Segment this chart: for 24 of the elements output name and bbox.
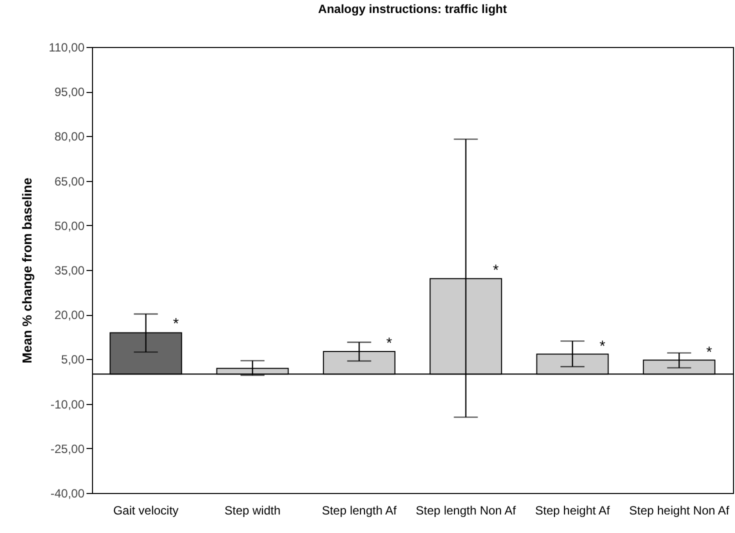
y-tick-label: -40,00: [50, 486, 85, 500]
chart-title: Analogy instructions: traffic light: [318, 2, 507, 16]
y-tick-label: 5,00: [61, 352, 85, 367]
y-tick-label: 80,00: [54, 130, 85, 144]
y-tick-label: -10,00: [50, 397, 85, 412]
x-tick-label: Step length Non Af: [416, 504, 517, 518]
annotation: *: [600, 338, 606, 355]
y-tick-label: 65,00: [54, 174, 85, 188]
x-tick-label: Step height Af: [535, 504, 611, 518]
y-tick-label: 95,00: [54, 85, 85, 100]
annotation: *: [492, 262, 499, 279]
x-tick-label: Step height Non Af: [629, 504, 730, 518]
annotation: *: [386, 334, 392, 352]
y-tick-label: -25,00: [50, 442, 85, 456]
y-tick-label: 50,00: [54, 218, 85, 233]
x-tick-label: Gait velocity: [113, 504, 179, 518]
annotation: *: [706, 344, 712, 361]
annotation: *: [172, 316, 179, 333]
y-tick-label: 110,00: [48, 40, 85, 54]
y-tick-label: 35,00: [54, 264, 85, 278]
x-tick-label: Step width: [224, 504, 281, 518]
y-tick-label: 20,00: [54, 308, 85, 322]
x-tick-label: Step length Af: [322, 504, 398, 518]
y-axis-title: Mean % change from baseline: [20, 178, 35, 364]
